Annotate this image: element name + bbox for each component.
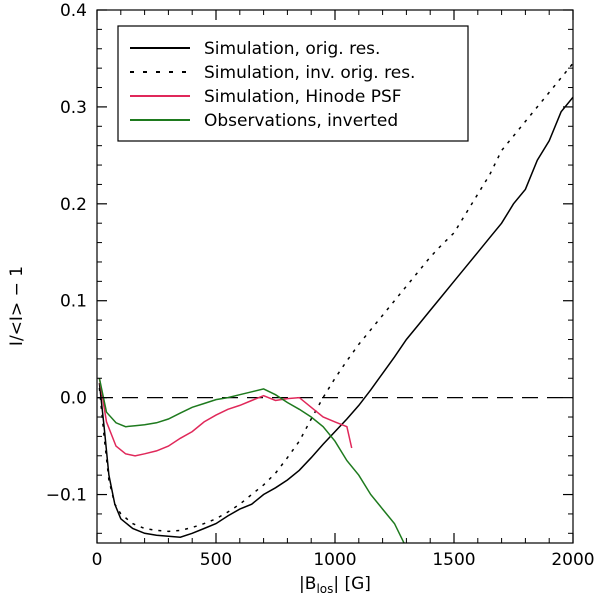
x-axis-label-main: |B (299, 574, 316, 594)
x-tick-label: 0 (92, 550, 103, 570)
x-tick-label: 500 (200, 550, 232, 570)
legend-box (117, 25, 469, 142)
y-tick-label: 0.2 (60, 195, 87, 215)
axes-layer: 0 500 1000 1500 2000 −0.1 0.0 0.1 0.2 0.3 0.4 (46, 1, 595, 570)
x-axis-label-sub: los (316, 582, 333, 596)
y-tick-label: 0.1 (60, 292, 87, 312)
legend-label-2: Simulation, inv. orig. res. (204, 63, 415, 83)
legend-label-3: Simulation, Hinode PSF (204, 87, 402, 107)
legend: Simulation, orig. res. Simulation, inv. o… (117, 25, 469, 142)
x-axis-label-tail: | [G] (333, 574, 371, 594)
x-axis-label: |Blos| [G] (299, 574, 371, 596)
series-line-1 (98, 96, 573, 538)
x-tick-label: 2000 (551, 550, 594, 570)
x-tick-label: 1500 (432, 550, 475, 570)
series-line-3 (98, 378, 353, 457)
y-tick-label: 0.4 (60, 1, 87, 21)
y-tick-label: −0.1 (46, 486, 87, 506)
legend-label-1: Simulation, orig. res. (204, 39, 380, 59)
legend-label-4: Observations, inverted (204, 111, 398, 131)
y-tick-label: 0.3 (60, 98, 87, 118)
series-line-4 (98, 378, 405, 543)
y-axis-label: I/<I> − 1 (7, 266, 27, 346)
series-layer (98, 62, 573, 543)
y-tick-label: 0.0 (60, 389, 87, 409)
x-tick-label: 1000 (313, 550, 356, 570)
